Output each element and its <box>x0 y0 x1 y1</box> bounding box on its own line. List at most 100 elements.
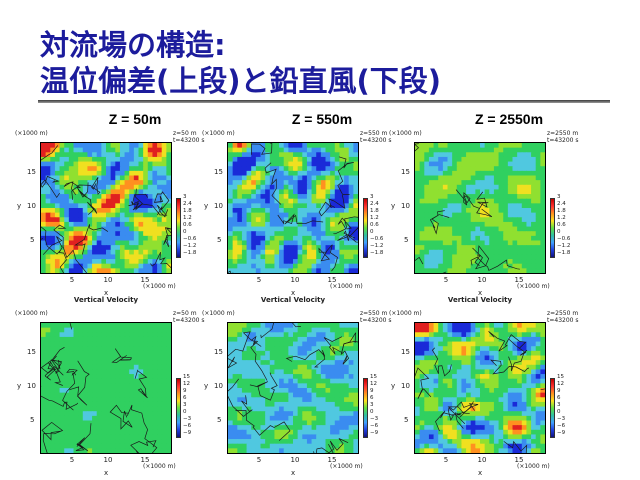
x-axis-label: x <box>291 289 296 297</box>
colorbar-label: 3 <box>557 402 561 408</box>
colorbar-label: 9 <box>557 388 561 394</box>
x-tick: 10 <box>290 456 300 464</box>
z-note: z=50 m <box>173 130 197 137</box>
slide-title-line1: 対流場の構造: <box>40 28 226 62</box>
column-heading-z50: Z = 50m <box>108 111 162 127</box>
colorbar-label: −0.6 <box>557 236 571 242</box>
colorbar-label: 1.8 <box>183 208 192 214</box>
colorbar-label: 2.4 <box>557 201 566 207</box>
y-tick: 15 <box>27 168 36 176</box>
colorbar-label: −1.8 <box>370 250 384 256</box>
y-tick: 10 <box>27 382 36 390</box>
colorbar-label: 3 <box>557 194 561 200</box>
contour-plot <box>227 322 359 454</box>
y-tick: 5 <box>217 416 222 424</box>
t-note: t=43200 s <box>360 137 392 144</box>
x-tick: 5 <box>256 276 262 284</box>
x-tick: 15 <box>140 456 150 464</box>
colorbar-label: 12 <box>183 381 190 387</box>
colorbar-label: 6 <box>183 395 187 401</box>
column-heading-z550: Z = 550m <box>291 111 353 127</box>
z-note: z=2550 m <box>547 130 579 137</box>
colorbar-label: 15 <box>370 374 377 380</box>
t-note: t=43200 s <box>547 317 579 324</box>
colorbar <box>550 378 555 438</box>
colorbar <box>176 378 181 438</box>
panel-caption: Vertical Velocity <box>73 296 139 304</box>
y-tick: 15 <box>401 348 410 356</box>
contour-plot <box>40 322 172 454</box>
y-tick: 10 <box>401 202 410 210</box>
colorbar-label: −9 <box>557 430 566 436</box>
colorbar-label: 9 <box>370 388 374 394</box>
colorbar-label: −1.8 <box>183 250 197 256</box>
colorbar-label: −3 <box>370 416 379 422</box>
z-note: z=2550 m <box>547 310 579 317</box>
x-tick: 10 <box>290 276 300 284</box>
y-unit-label: (×1000 m) <box>202 310 235 317</box>
colorbar-label: −3 <box>557 416 566 422</box>
colorbar-label: 15 <box>557 374 564 380</box>
x-axis-label: x <box>104 469 109 477</box>
colorbar-label: 0.6 <box>557 222 566 228</box>
colorbar-label: −6 <box>183 423 192 429</box>
y-tick: 10 <box>401 382 410 390</box>
colorbar <box>363 198 368 258</box>
panel-bottom-1: (×1000 m) z=50 m t=43200 s 15 y 10 5 15 1… <box>15 310 205 480</box>
colorbar-label: −6 <box>557 423 566 429</box>
panel-bottom-2: (×1000 m) z=550 m t=43200 s 15 y 10 5 15… <box>202 310 392 480</box>
x-tick: 5 <box>69 456 75 464</box>
panel-caption: Vertical Velocity <box>447 296 513 304</box>
y-unit-label: (×1000 m) <box>389 310 422 317</box>
y-tick: 5 <box>404 416 409 424</box>
colorbar-label: −3 <box>183 416 192 422</box>
x-tick: 15 <box>514 456 524 464</box>
colorbar-label: 2.4 <box>370 201 379 207</box>
panel-top-1: (×1000 m) z=50 m t=43200 s 15 y 10 5 3 2.… <box>15 130 205 304</box>
y-tick: 10 <box>27 202 36 210</box>
x-axis-label: x <box>478 289 483 297</box>
colorbar-label: 0 <box>183 229 187 235</box>
x-tick: 10 <box>477 276 487 284</box>
t-note: t=43200 s <box>547 137 579 144</box>
panel-caption: Vertical Velocity <box>260 296 326 304</box>
z-note: z=550 m <box>360 310 388 317</box>
t-note: t=43200 s <box>173 317 205 324</box>
x-tick: 15 <box>140 276 150 284</box>
colorbar-label: 9 <box>183 388 187 394</box>
colorbar-label: 6 <box>557 395 561 401</box>
y-axis-label: y <box>17 202 22 210</box>
colorbar-label: 1.8 <box>557 208 566 214</box>
x-tick: 15 <box>327 276 337 284</box>
colorbar-label: 3 <box>370 194 374 200</box>
colorbar <box>176 198 181 258</box>
y-unit-label: (×1000 m) <box>202 130 235 137</box>
x-tick: 15 <box>327 456 337 464</box>
colorbar-label: 1.2 <box>557 215 566 221</box>
colorbar-label: 3 <box>183 402 187 408</box>
y-axis-label: y <box>391 202 396 210</box>
contour-plot <box>40 142 172 274</box>
x-tick: 5 <box>69 276 75 284</box>
y-axis-label: y <box>204 202 209 210</box>
slide-title-line2: 温位偏差(上段)と鉛直風(下段) <box>40 64 442 98</box>
x-unit-label: (×1000 m) <box>517 463 550 470</box>
colorbar <box>363 378 368 438</box>
y-axis-label: y <box>17 382 22 390</box>
panel-top-3: (×1000 m) z=2550 m t=43200 s 15 y 10 5 3… <box>389 130 579 304</box>
x-unit-label: (×1000 m) <box>517 283 550 290</box>
colorbar-label: −1.2 <box>370 243 384 249</box>
colorbar-label: −9 <box>183 430 192 436</box>
y-tick: 5 <box>30 416 35 424</box>
colorbar-label: 1.8 <box>370 208 379 214</box>
colorbar-label: −6 <box>370 423 379 429</box>
colorbar-label: −1.2 <box>183 243 197 249</box>
colorbar <box>550 198 555 258</box>
colorbar-label: 3 <box>183 194 187 200</box>
x-tick: 10 <box>103 276 113 284</box>
x-axis-label: x <box>104 289 109 297</box>
x-unit-label: (×1000 m) <box>143 283 176 290</box>
panel-bottom-3: (×1000 m) z=2550 m t=43200 s 15 y 10 5 1… <box>389 310 579 480</box>
x-unit-label: (×1000 m) <box>330 283 363 290</box>
